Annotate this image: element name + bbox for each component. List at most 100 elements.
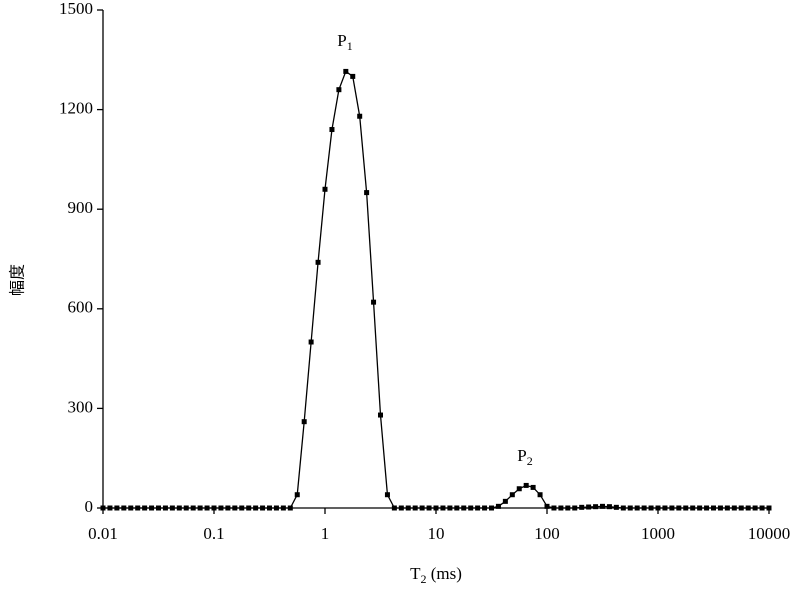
marker bbox=[364, 190, 370, 196]
marker bbox=[218, 505, 224, 511]
marker bbox=[204, 505, 210, 511]
marker bbox=[433, 505, 439, 511]
marker bbox=[280, 505, 286, 511]
x-label-main: T bbox=[410, 564, 421, 583]
marker bbox=[613, 504, 619, 510]
marker bbox=[620, 505, 626, 511]
marker bbox=[669, 505, 675, 511]
marker bbox=[516, 486, 522, 492]
annotation: P2 bbox=[517, 446, 532, 468]
marker bbox=[599, 503, 605, 509]
marker bbox=[523, 482, 529, 488]
marker bbox=[745, 505, 751, 511]
marker bbox=[606, 504, 612, 510]
x-tick-label: 10 bbox=[428, 524, 445, 543]
marker bbox=[704, 505, 710, 511]
marker bbox=[724, 505, 730, 511]
marker bbox=[697, 505, 703, 511]
marker bbox=[710, 505, 716, 511]
marker bbox=[648, 505, 654, 511]
marker bbox=[502, 498, 508, 504]
x-tick-label: 0.01 bbox=[88, 524, 118, 543]
marker bbox=[495, 503, 501, 509]
marker bbox=[169, 505, 175, 511]
marker bbox=[405, 505, 411, 511]
marker bbox=[246, 505, 252, 511]
annotation-sub: 2 bbox=[527, 454, 533, 468]
marker bbox=[551, 505, 557, 511]
marker bbox=[537, 492, 543, 498]
marker bbox=[336, 87, 342, 93]
marker bbox=[662, 505, 668, 511]
marker bbox=[100, 505, 106, 511]
marker bbox=[371, 299, 377, 305]
marker bbox=[225, 505, 231, 511]
y-tick-label: 600 bbox=[68, 298, 94, 317]
x-tick-label: 0.1 bbox=[203, 524, 224, 543]
x-tick-label: 100 bbox=[534, 524, 560, 543]
marker bbox=[107, 505, 113, 511]
marker bbox=[322, 186, 328, 192]
marker bbox=[509, 492, 515, 498]
marker bbox=[558, 505, 564, 511]
marker bbox=[211, 505, 217, 511]
marker bbox=[419, 505, 425, 511]
marker bbox=[308, 339, 314, 345]
line bbox=[103, 70, 769, 509]
y-tick-label: 1500 bbox=[59, 0, 93, 18]
marker bbox=[350, 73, 356, 79]
marker bbox=[294, 492, 300, 498]
x-tick-label: 1000 bbox=[641, 524, 675, 543]
marker bbox=[155, 505, 161, 511]
marker bbox=[759, 505, 765, 511]
marker bbox=[232, 505, 238, 511]
marker bbox=[440, 505, 446, 511]
marker bbox=[287, 505, 293, 511]
x-label-unit: (ms) bbox=[426, 564, 461, 583]
marker bbox=[357, 113, 363, 119]
x-axis-label: T2 (ms) bbox=[410, 564, 462, 586]
marker bbox=[482, 505, 488, 511]
marker bbox=[579, 504, 585, 510]
marker bbox=[384, 492, 390, 498]
marker bbox=[114, 505, 120, 511]
marker bbox=[266, 505, 272, 511]
marker bbox=[135, 505, 141, 511]
marker bbox=[461, 505, 467, 511]
x-tick-label: 1 bbox=[321, 524, 330, 543]
marker bbox=[253, 505, 259, 511]
marker bbox=[398, 505, 404, 511]
marker bbox=[655, 505, 661, 511]
marker bbox=[766, 505, 772, 511]
marker bbox=[391, 505, 397, 511]
marker bbox=[572, 505, 578, 511]
marker bbox=[315, 259, 321, 265]
marker bbox=[190, 505, 196, 511]
y-tick-label: 1200 bbox=[59, 99, 93, 118]
y-axis-label: 幅度 bbox=[8, 264, 27, 296]
x-tick-label: 10000 bbox=[748, 524, 791, 543]
marker bbox=[377, 412, 383, 418]
x-label-sub: 2 bbox=[420, 572, 426, 586]
annotation-text: P bbox=[517, 446, 526, 465]
y-tick-label: 0 bbox=[85, 497, 94, 516]
marker bbox=[593, 504, 599, 510]
marker bbox=[239, 505, 245, 511]
marker bbox=[634, 505, 640, 511]
marker bbox=[260, 505, 266, 511]
y-tick-label: 300 bbox=[68, 397, 94, 416]
marker bbox=[586, 504, 592, 510]
marker bbox=[641, 505, 647, 511]
marker bbox=[488, 505, 494, 511]
marker bbox=[468, 505, 474, 511]
marker bbox=[142, 505, 148, 511]
marker bbox=[731, 505, 737, 511]
marker bbox=[343, 68, 349, 74]
marker bbox=[412, 505, 418, 511]
marker bbox=[544, 503, 550, 509]
annotation: P1 bbox=[337, 31, 352, 53]
marker bbox=[149, 505, 155, 511]
marker bbox=[447, 505, 453, 511]
marker bbox=[301, 419, 307, 425]
